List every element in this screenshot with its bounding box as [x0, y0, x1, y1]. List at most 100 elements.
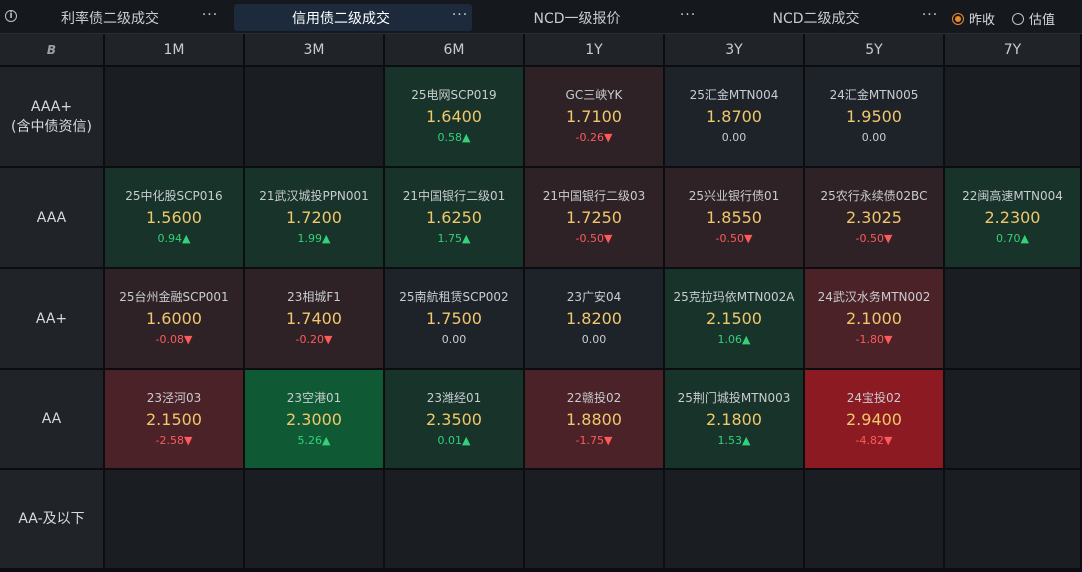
column-header-1y[interactable]: 1Y	[525, 34, 663, 65]
bond-yield: 2.3000	[286, 409, 342, 429]
radio-label: 昨收	[969, 13, 996, 28]
empty-cell	[385, 470, 523, 568]
row-label: AA+	[35, 310, 68, 327]
bond-name: 25汇金MTN004	[689, 88, 779, 102]
bond-name: 23潍经01	[426, 390, 482, 405]
bond-cell[interactable]: 25兴业银行债01 1.8550 -0.50▼	[665, 168, 803, 267]
bond-yield: 2.1800	[706, 409, 762, 429]
column-header-6m[interactable]: 6M	[385, 34, 523, 65]
bond-change: -0.26▼	[575, 131, 613, 144]
bond-cell[interactable]: 23广安04 1.8200 0.00	[525, 269, 663, 368]
row-header: AAA	[0, 168, 103, 267]
bond-name: 25农行永续债02BC	[820, 189, 928, 203]
bond-change: 0.01▲	[437, 433, 471, 447]
more-icon[interactable]: ···	[921, 6, 939, 23]
bond-cell[interactable]: 22闽高速MTN004 2.2300 0.70▲	[945, 168, 1080, 267]
radio-valuation[interactable]: 估值	[1012, 9, 1055, 28]
tab-ncd-primary-quote[interactable]: NCD一级报价 ···	[478, 4, 700, 31]
tab-credit-bond-secondary[interactable]: 信用债二级成交 ···	[234, 4, 472, 31]
bond-cell[interactable]: 25农行永续债02BC 2.3025 -0.50▼	[805, 168, 943, 267]
bond-yield: 2.2300	[984, 208, 1041, 227]
column-header-3y[interactable]: 3Y	[665, 34, 803, 65]
bond-cell[interactable]: 25台州金融SCP001 1.6000 -0.08▼	[105, 269, 243, 368]
top-tab-bar: i 利率债二级成交 ··· 信用债二级成交 ··· NCD一级报价 ··· NC…	[0, 0, 1082, 34]
bond-cell[interactable]: 23泾河03 2.1500 -2.58▼	[105, 370, 243, 468]
column-header-5y[interactable]: 5Y	[805, 34, 943, 65]
bond-yield: 1.7200	[286, 208, 342, 227]
bond-yield: 2.1500	[706, 309, 762, 328]
bond-yield: 1.7500	[426, 309, 482, 328]
bond-change: 0.58▲	[437, 131, 471, 144]
bond-yield: 2.9400	[846, 409, 902, 429]
bond-cell[interactable]: 25克拉玛依MTN002A 2.1500 1.06▲	[665, 269, 803, 368]
column-header-1m[interactable]: 1M	[105, 34, 243, 65]
bond-cell[interactable]: 25汇金MTN004 1.8700 0.00	[665, 67, 803, 166]
empty-cell	[945, 67, 1080, 166]
radio-icon-checked[interactable]	[952, 12, 964, 25]
bond-yield: 2.1500	[146, 409, 202, 429]
bond-cell[interactable]: 23相城F1 1.7400 -0.20▼	[245, 269, 383, 368]
bond-cell[interactable]: 23潍经01 2.3500 0.01▲	[385, 370, 523, 468]
bond-cell[interactable]: 22赣投02 1.8800 -1.75▼	[525, 370, 663, 468]
bond-change: 5.26▲	[297, 433, 331, 447]
bond-change: 1.53▲	[717, 433, 751, 447]
bond-change: 0.00	[721, 131, 747, 144]
bond-name: 24武汉水务MTN002	[817, 290, 931, 304]
more-icon[interactable]: ···	[451, 6, 469, 23]
row-header: AA	[0, 370, 103, 468]
row-header: AA-及以下	[0, 470, 103, 568]
bond-cell[interactable]: 25中化股SCP016 1.5600 0.94▲	[105, 168, 243, 267]
bond-yield: 1.8550	[706, 208, 762, 227]
bond-cell[interactable]: 25荆门城投MTN003 2.1800 1.53▲	[665, 370, 803, 468]
bond-name: 22赣投02	[566, 390, 622, 405]
bond-yield: 1.8800	[566, 409, 622, 429]
tab-label: 利率债二级成交	[61, 10, 159, 27]
bond-name: 21中国银行二级01	[402, 189, 506, 203]
bond-change: -0.08▼	[155, 333, 193, 346]
more-icon[interactable]: ···	[201, 6, 219, 23]
bond-cell[interactable]: GC三峡YK 1.7100 -0.26▼	[525, 67, 663, 166]
bond-yield: 2.3025	[846, 208, 902, 227]
bond-yield: 1.6250	[426, 208, 482, 227]
radio-prev-close[interactable]: 昨收	[952, 9, 995, 28]
bond-cell[interactable]: 25南航租赁SCP002 1.7500 0.00	[385, 269, 523, 368]
bond-name: 25荆门城投MTN003	[677, 390, 791, 405]
row-label: AA-及以下	[18, 511, 85, 527]
bond-change: 0.70▲	[996, 232, 1029, 245]
bond-name: 23空港01	[286, 390, 342, 405]
bond-yield: 1.6400	[426, 107, 482, 126]
info-icon[interactable]: i	[5, 10, 17, 22]
bond-name: 25兴业银行债01	[688, 189, 780, 203]
bond-cell[interactable]: 24汇金MTN005 1.9500 0.00	[805, 67, 943, 166]
tab-ncd-secondary[interactable]: NCD二级成交 ···	[714, 4, 942, 31]
bond-cell[interactable]: 25电网SCP019 1.6400 0.58▲	[385, 67, 523, 166]
empty-cell	[525, 470, 663, 568]
tab-rate-bond-secondary[interactable]: 利率债二级成交 ···	[22, 4, 222, 31]
bond-change: 0.00	[581, 333, 607, 346]
bond-name: 23相城F1	[287, 290, 341, 304]
radio-icon-unchecked[interactable]	[1012, 12, 1024, 25]
bond-yield: 1.8200	[566, 309, 622, 328]
empty-cell	[105, 67, 243, 166]
bond-change: 0.94▲	[157, 232, 191, 245]
empty-cell	[665, 470, 803, 568]
bond-cell[interactable]: 24宝投02 2.9400 -4.82▼	[805, 370, 943, 468]
bond-cell[interactable]: 24武汉水务MTN002 2.1000 -1.80▼	[805, 269, 943, 368]
empty-cell	[245, 470, 383, 568]
bond-cell[interactable]: 21中国银行二级01 1.6250 1.75▲	[385, 168, 523, 267]
bond-yield: 1.7100	[566, 107, 622, 126]
bond-yield: 2.1000	[846, 309, 902, 328]
column-header-3m[interactable]: 3M	[245, 34, 383, 65]
bond-yield: 1.7400	[286, 309, 342, 328]
bond-name: 25台州金融SCP001	[119, 290, 229, 304]
column-header-7y[interactable]: 7Y	[945, 34, 1080, 65]
radio-label: 估值	[1029, 13, 1056, 28]
bond-cell[interactable]: 21武汉城投PPN001 1.7200 1.99▲	[245, 168, 383, 267]
bond-yield: 2.3500	[426, 409, 482, 429]
bond-yield: 1.6000	[146, 309, 202, 328]
bond-cell[interactable]: 23空港01 2.3000 5.26▲	[245, 370, 383, 468]
bond-cell[interactable]: 21中国银行二级03 1.7250 -0.50▼	[525, 168, 663, 267]
bond-change: -4.82▼	[855, 433, 893, 447]
row-label: AAA+	[30, 98, 73, 115]
more-icon[interactable]: ···	[679, 6, 697, 23]
